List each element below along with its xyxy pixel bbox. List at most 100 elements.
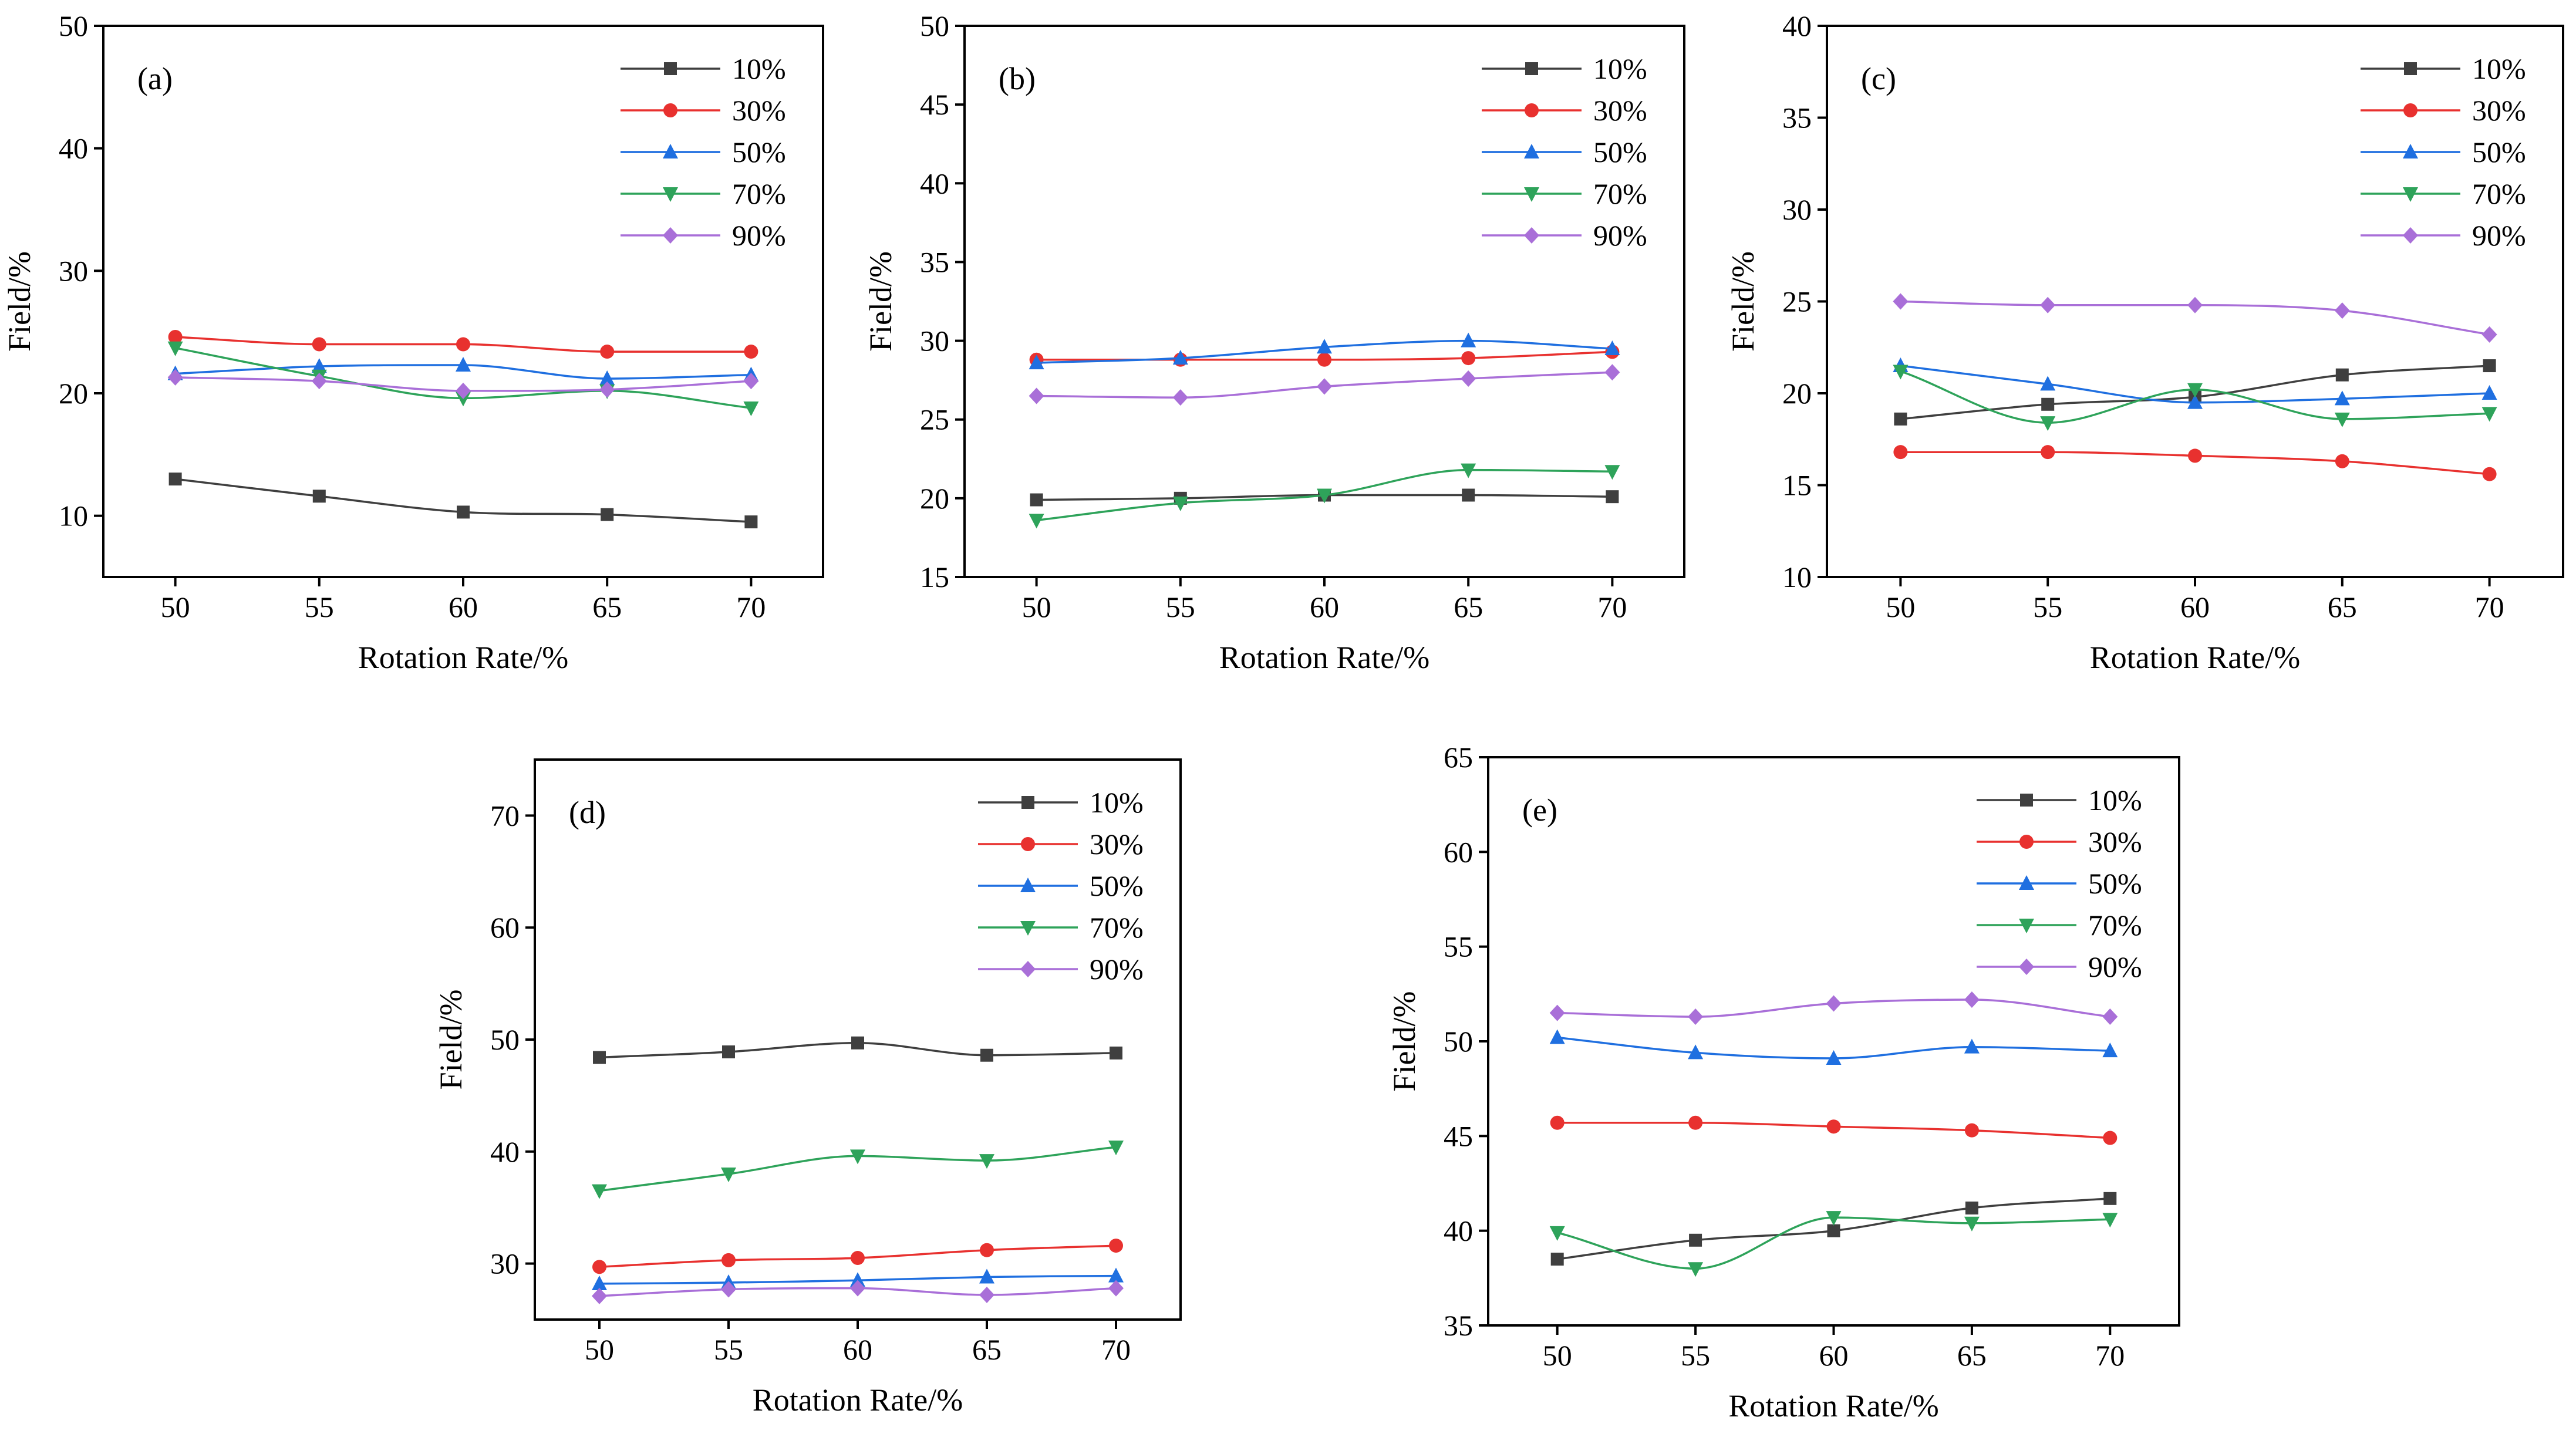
panel-a-legend-item-70pct: 70%: [621, 177, 786, 210]
panel-c-series-90pct-point: [2481, 326, 2497, 343]
panel-c-y-axis-title: Field/%: [1725, 251, 1761, 352]
panel-c-series-30pct-point: [2482, 467, 2497, 481]
panel-e-x-axis-title: Rotation Rate/%: [1728, 1388, 1938, 1423]
panel-c-series-10pct-point: [2335, 368, 2349, 382]
panel-c-x-axis-title: Rotation Rate/%: [2090, 640, 2300, 675]
panel-d-x-tick-label: 70: [1101, 1333, 1131, 1366]
panel-e-legend-label-70pct: 70%: [2088, 909, 2142, 942]
panel-c-series-30pct-point: [2188, 448, 2202, 463]
panel-b-y-tick-label: 25: [920, 403, 949, 436]
panel-d-x-tick-label: 60: [843, 1333, 872, 1366]
panel-b-legend-item-70pct: 70%: [1482, 177, 1647, 210]
panel-a-series-10pct-point: [312, 490, 326, 503]
panel-e-legend-marker-50pct: [2019, 875, 2034, 890]
panel-b-y-tick-label: 20: [920, 482, 949, 515]
panel-e-x-tick-label: 65: [1957, 1339, 1987, 1372]
panel-d-legend-item-10pct: 10%: [978, 786, 1144, 819]
panel-c-y-tick-label: 30: [1782, 193, 1812, 226]
panel-c-legend-label-30pct: 30%: [2472, 94, 2526, 127]
panel-c-x-tick-label: 70: [2475, 591, 2504, 623]
panel-b-series-30pct-point: [1317, 352, 1331, 367]
panel-b-legend-label-30pct: 30%: [1593, 94, 1647, 127]
panel-d-series-10pct-point: [722, 1045, 735, 1058]
panel-c-series-50pct-point: [2187, 394, 2203, 409]
panel-c-x-tick-label: 55: [2033, 591, 2062, 623]
panel-c-y-tick-label: 35: [1782, 102, 1812, 134]
panel-a-legend: 10% 30% 50% 70% 90%: [621, 52, 786, 252]
panel-b-y-tick-label: 40: [920, 167, 949, 200]
panel-e-y-tick-label: 55: [1444, 930, 1473, 963]
panel-b-y-tick-label: 50: [920, 9, 949, 42]
panel-a-series-70pct-point: [167, 341, 183, 356]
panel-c-series-10pct-point: [2041, 397, 2055, 411]
panel-d-series-10pct-point: [851, 1036, 864, 1050]
panel-a-series-90pct-point: [456, 382, 471, 399]
panel-d-x-tick-label: 65: [972, 1333, 1002, 1366]
panel-d-series-30pct: [592, 1239, 1123, 1274]
panel-c: 50 55 60 65 70 10 15 20 25 30 35 40 Rotation Rate/% F…: [1725, 9, 2564, 675]
panel-b-y-tick-label: 45: [920, 88, 949, 121]
panel-d-series-50pct-point: [592, 1275, 607, 1290]
panel-e-series-10pct-point: [1827, 1224, 1840, 1237]
panel-e-series-30pct-point: [1550, 1115, 1565, 1130]
panel-a-legend-item-30pct: 30%: [621, 94, 786, 127]
panel-c-legend-label-90pct: 90%: [2472, 219, 2526, 252]
panel-e-y-tick-label: 35: [1444, 1309, 1473, 1342]
panel-a-legend-label-30pct: 30%: [732, 94, 786, 127]
panel-c-series-90pct-point: [2040, 296, 2056, 313]
panel-d-legend-marker-70pct: [1020, 921, 1036, 936]
panel-a-x-tick-label: 55: [305, 591, 334, 623]
panel-a-series-10pct-point: [457, 505, 470, 519]
panel-d-legend-marker-90pct: [1020, 961, 1036, 977]
panel-a-legend-marker-70pct: [663, 187, 678, 202]
panel-b: 50 55 60 65 70 15 20 25 30 35 40 45 50 Rotation Rate/…: [863, 9, 1685, 675]
panel-e-series-10pct-point: [2103, 1192, 2117, 1205]
panel-a-x-axis-title: Rotation Rate/%: [358, 640, 568, 675]
panel-b-legend-marker-70pct: [1524, 187, 1539, 202]
panel-a-legend-marker-30pct: [663, 103, 677, 117]
panel-a-series-70pct-point: [456, 392, 471, 407]
panel-e-y-tick-label: 65: [1444, 741, 1473, 774]
panel-a-legend-item-90pct: 90%: [621, 219, 786, 252]
panel-d-legend: 10% 30% 50% 70% 90%: [978, 786, 1144, 986]
panel-b-series-70pct-point: [1172, 496, 1188, 511]
panel-a-legend-item-50pct: 50%: [621, 136, 786, 168]
panel-c-x-tick-label: 60: [2180, 591, 2210, 623]
panel-d-series-70pct-point: [721, 1167, 736, 1182]
panel-c-legend-marker-30pct: [2403, 103, 2417, 117]
panel-a-series-90pct-point: [167, 369, 183, 386]
panel-a-legend-item-10pct: 10%: [621, 52, 786, 85]
panel-a-x-tick-label: 70: [736, 591, 766, 623]
panel-d-series-10pct-point: [593, 1051, 606, 1064]
panel-c-series-50pct-point: [2040, 376, 2056, 391]
panel-e-legend-marker-90pct: [2019, 959, 2034, 975]
panel-b-series-10pct-point: [1462, 488, 1475, 502]
panel-b-series-90pct-point: [1317, 378, 1332, 395]
panel-c-series-90pct: [1893, 293, 2497, 343]
panel-e-series-90pct-point: [2102, 1008, 2118, 1025]
panel-d-x-tick-label: 50: [585, 1333, 614, 1366]
panel-c-series-30pct-point: [1893, 445, 1908, 460]
panel-d-x-tick-label: 55: [714, 1333, 743, 1366]
panel-d-legend-item-90pct: 90%: [978, 953, 1144, 986]
panel-b-legend-marker-50pct: [1524, 144, 1539, 158]
panel-b-legend-marker-30pct: [1525, 103, 1539, 117]
panel-b-series-10pct-point: [1030, 493, 1043, 507]
panel-c-series-90pct-point: [2187, 296, 2203, 313]
panel-a-series-50pct-point: [456, 357, 471, 372]
panel-b-series-50pct-point: [1317, 339, 1332, 354]
panel-a-x-tick-label: 60: [449, 591, 478, 623]
panel-c-series-50pct-point: [2481, 385, 2497, 400]
panel-e: 50 55 60 65 70 35 40 45 50 55 60 65 Rotation Rate/% F…: [1387, 741, 2180, 1423]
panel-e-series-10pct-point: [1965, 1201, 1978, 1214]
panel-b-legend: 10% 30% 50% 70% 90%: [1482, 52, 1647, 252]
panel-a: 50 55 60 65 70 10 20 30 40 50 Rotation Rate/% Field…: [2, 9, 824, 675]
panel-a-series-90pct: [167, 369, 759, 399]
panel-e-legend-marker-70pct: [2019, 919, 2034, 933]
panel-e-series-50pct-point: [1826, 1050, 1842, 1065]
panel-e-series-90pct-point: [1688, 1008, 1704, 1025]
panel-c-series-90pct-point: [2334, 302, 2350, 319]
panel-d-legend-item-50pct: 50%: [978, 869, 1144, 902]
panel-e-series-70pct-point: [2102, 1213, 2118, 1228]
